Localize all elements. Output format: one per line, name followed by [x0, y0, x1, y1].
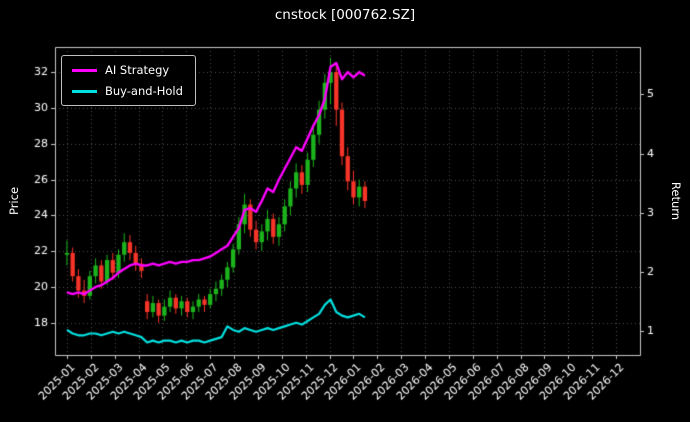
legend-label-buy-and-hold: Buy-and-Hold: [105, 84, 183, 98]
buy-and-hold-line-swatch: [72, 89, 97, 93]
right-axis-label: Return: [669, 181, 683, 221]
ai-strategy-line-swatch: [72, 68, 97, 72]
legend-label-ai-strategy: AI Strategy: [105, 63, 170, 77]
legend-item-buy-and-hold: Buy-and-Hold: [72, 84, 183, 98]
chart-title: cnstock [000762.SZ]: [274, 7, 416, 23]
legend-item-ai-strategy: AI Strategy: [72, 63, 183, 77]
left-axis-label: Price: [7, 186, 21, 216]
legend: AI Strategy Buy-and-Hold: [61, 55, 196, 106]
